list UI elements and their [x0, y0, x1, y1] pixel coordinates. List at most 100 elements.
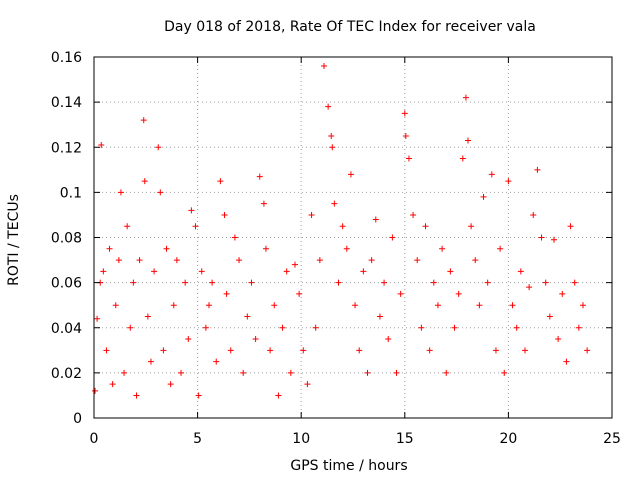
data-point — [256, 173, 263, 180]
data-point — [198, 268, 205, 275]
data-point — [124, 223, 131, 230]
x-axis-label: GPS time / hours — [290, 458, 407, 474]
grid-lines — [94, 57, 612, 418]
data-point — [296, 290, 303, 297]
data-point — [112, 302, 119, 309]
data-point — [106, 245, 113, 252]
data-point — [513, 324, 520, 331]
data-point — [291, 261, 298, 268]
data-point — [308, 211, 315, 218]
data-point — [434, 302, 441, 309]
data-point — [492, 347, 499, 354]
data-point — [472, 257, 479, 264]
data-point — [393, 369, 400, 376]
data-point — [397, 290, 404, 297]
data-point — [260, 200, 267, 207]
data-point — [509, 302, 516, 309]
data-point — [320, 63, 327, 70]
data-point — [163, 245, 170, 252]
data-point — [94, 315, 101, 322]
data-point — [517, 268, 524, 275]
data-point — [372, 216, 379, 223]
x-tick-label: 20 — [499, 431, 517, 447]
tick-labels: 0 5 10 15 20 25 0 0.02 0.04 0.06 0.08 0.1 0.12 0.14 0.… — [51, 50, 621, 447]
data-point — [584, 347, 591, 354]
data-point — [167, 381, 174, 388]
data-point — [575, 324, 582, 331]
data-point — [185, 336, 192, 343]
data-point — [328, 132, 335, 139]
data-point — [335, 279, 342, 286]
data-point — [170, 302, 177, 309]
data-point — [236, 257, 243, 264]
data-point — [117, 189, 124, 196]
data-point — [133, 392, 140, 399]
data-point — [92, 387, 99, 394]
x-tick-label: 15 — [396, 431, 414, 447]
data-point — [542, 279, 549, 286]
chart-title: Day 018 of 2018, Rate Of TEC Index for r… — [164, 19, 536, 35]
x-tick-label: 5 — [193, 431, 202, 447]
data-point — [443, 369, 450, 376]
y-tick-label: 0.16 — [51, 50, 82, 66]
data-point — [376, 313, 383, 320]
data-point — [121, 369, 128, 376]
data-point — [213, 358, 220, 365]
data-point — [144, 313, 151, 320]
data-point — [462, 94, 469, 101]
data-point — [352, 302, 359, 309]
data-point — [381, 279, 388, 286]
data-point — [567, 223, 574, 230]
data-point — [422, 223, 429, 230]
data-point — [304, 381, 311, 388]
data-point — [217, 178, 224, 185]
data-point — [455, 290, 462, 297]
data-point — [339, 223, 346, 230]
y-tick-label: 0.04 — [51, 321, 82, 337]
data-point — [501, 369, 508, 376]
data-point — [480, 193, 487, 200]
data-point — [497, 245, 504, 252]
data-point — [130, 279, 137, 286]
data-point — [182, 279, 189, 286]
data-point — [100, 268, 107, 275]
data-points — [92, 63, 591, 399]
data-point — [155, 144, 162, 151]
data-point — [459, 155, 466, 162]
data-point — [221, 211, 228, 218]
data-point — [127, 324, 134, 331]
data-point — [300, 347, 307, 354]
data-point — [223, 290, 230, 297]
data-point — [401, 110, 408, 117]
data-point — [262, 245, 269, 252]
data-point — [530, 211, 537, 218]
data-point — [550, 236, 557, 243]
y-tick-label: 0 — [73, 411, 82, 427]
data-point — [559, 290, 566, 297]
data-point — [331, 200, 338, 207]
data-point — [488, 171, 495, 178]
y-tick-label: 0.1 — [60, 185, 82, 201]
data-point — [98, 141, 105, 148]
data-point — [160, 347, 167, 354]
x-tick-label: 25 — [603, 431, 621, 447]
data-point — [109, 381, 116, 388]
data-point — [414, 257, 421, 264]
x-tick-label: 0 — [90, 431, 99, 447]
y-tick-label: 0.02 — [51, 366, 82, 382]
data-point — [252, 336, 259, 343]
data-point — [157, 189, 164, 196]
x-tick-label: 10 — [292, 431, 310, 447]
data-point — [364, 369, 371, 376]
data-point — [205, 302, 212, 309]
data-point — [389, 234, 396, 241]
data-point — [410, 211, 417, 218]
data-point — [579, 302, 586, 309]
data-point — [546, 313, 553, 320]
data-point — [209, 279, 216, 286]
data-point — [271, 302, 278, 309]
data-point — [151, 268, 158, 275]
data-point — [287, 369, 294, 376]
data-point — [538, 234, 545, 241]
